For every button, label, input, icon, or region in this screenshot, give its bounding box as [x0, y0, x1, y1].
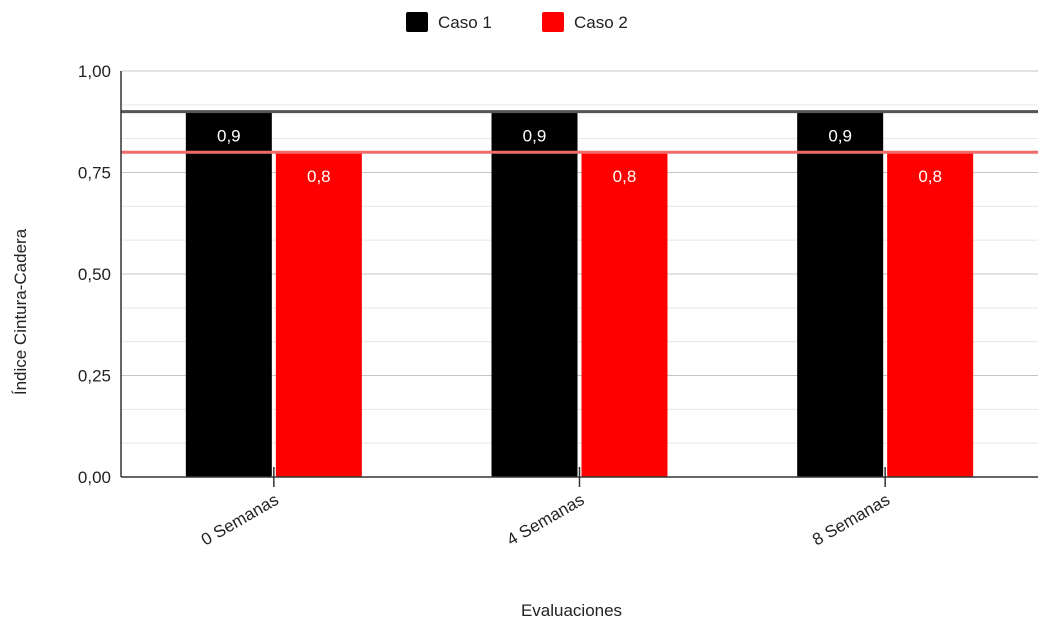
bar	[581, 152, 668, 477]
bar-data-label: 0,9	[828, 127, 852, 146]
legend-swatch	[542, 12, 564, 32]
x-axis-label: Evaluaciones	[521, 601, 622, 620]
legend: Caso 1 Caso 2	[406, 12, 628, 32]
y-tick-label: 0,75	[78, 164, 111, 183]
y-tick-label: 0,00	[78, 468, 111, 487]
bar-data-label: 0,8	[613, 167, 637, 186]
x-tick-label: 0 Semanas	[198, 490, 282, 549]
bar	[275, 152, 362, 477]
bar	[185, 111, 272, 477]
bar-data-label: 0,9	[217, 127, 241, 146]
x-tick-label: 8 Semanas	[809, 490, 893, 549]
bar	[491, 111, 578, 477]
bar-data-label: 0,8	[307, 167, 331, 186]
x-tick-labels: 0 Semanas 4 Semanas 8 Semanas	[198, 467, 893, 549]
legend-swatch	[406, 12, 428, 32]
y-tick-label: 0,50	[78, 265, 111, 284]
y-tick-label: 1,00	[78, 62, 111, 81]
y-tick-labels: 0,00 0,25 0,50 0,75 1,00	[78, 62, 111, 487]
y-tick-label: 0,25	[78, 367, 111, 386]
bar	[797, 111, 884, 477]
bar-data-label: 0,8	[918, 167, 942, 186]
y-axis-label: Índice Cintura-Cadera	[11, 228, 30, 395]
legend-label: Caso 1	[438, 13, 492, 32]
bars	[185, 111, 974, 477]
x-tick-label: 4 Semanas	[504, 490, 588, 549]
reference-lines	[121, 110, 1038, 154]
bar	[887, 152, 974, 477]
bar-labels: 0,9 0,9 0,9 0,8 0,8 0,8	[217, 127, 942, 187]
bar-data-label: 0,9	[523, 127, 547, 146]
legend-label: Caso 2	[574, 13, 628, 32]
